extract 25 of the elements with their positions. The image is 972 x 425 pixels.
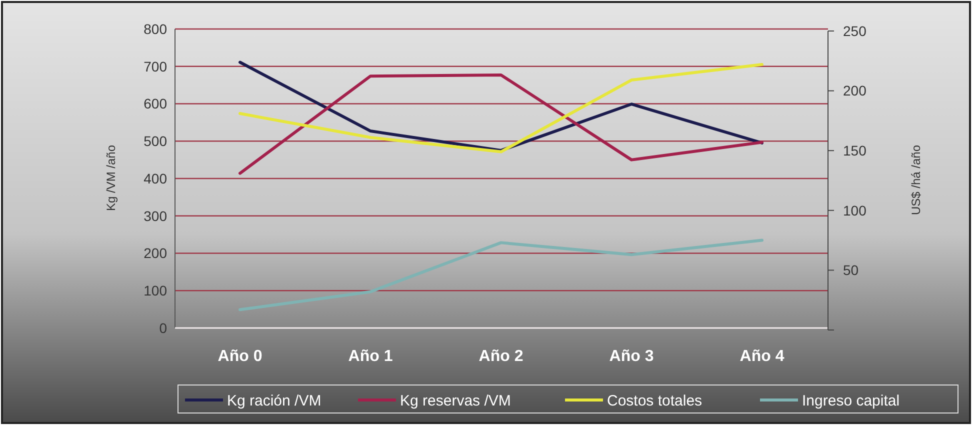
y2-tick-label: 200	[843, 82, 867, 99]
x-tick-label: Año 2	[478, 348, 524, 365]
y-tick-label: 300	[144, 208, 168, 224]
y2-tick-label: 250	[843, 22, 867, 39]
y-tick-label: 600	[144, 96, 168, 112]
x-tick-label: Año 3	[609, 348, 654, 365]
legend-label: Ingreso capital	[802, 392, 900, 410]
y-tick-label: 800	[144, 20, 168, 37]
y-tick-label: 100	[144, 282, 168, 299]
y-axis-title: Kg /VM /año	[104, 144, 118, 212]
y-tick-label: 0	[159, 320, 168, 336]
x-tick-label: Año 4	[740, 348, 784, 365]
y2-axis-title: US$ /há /año	[909, 144, 923, 216]
y-tick-label: 200	[144, 245, 168, 262]
y2-tick-label: 150	[843, 142, 867, 158]
y-tick-label: 400	[144, 170, 168, 186]
y2-tick-label: 100	[843, 202, 867, 218]
y2-tick-label: 50	[843, 262, 859, 278]
x-tick-label: Año 0	[218, 348, 262, 365]
legend-label: Kg ración /VM	[227, 392, 322, 410]
y-tick-label: 500	[144, 133, 168, 150]
legend-label: Kg reservas /VM	[400, 392, 511, 410]
y-tick-label: 700	[144, 58, 168, 74]
legend-label: Costos totales	[607, 392, 702, 410]
x-tick-label: Año 1	[348, 348, 393, 365]
